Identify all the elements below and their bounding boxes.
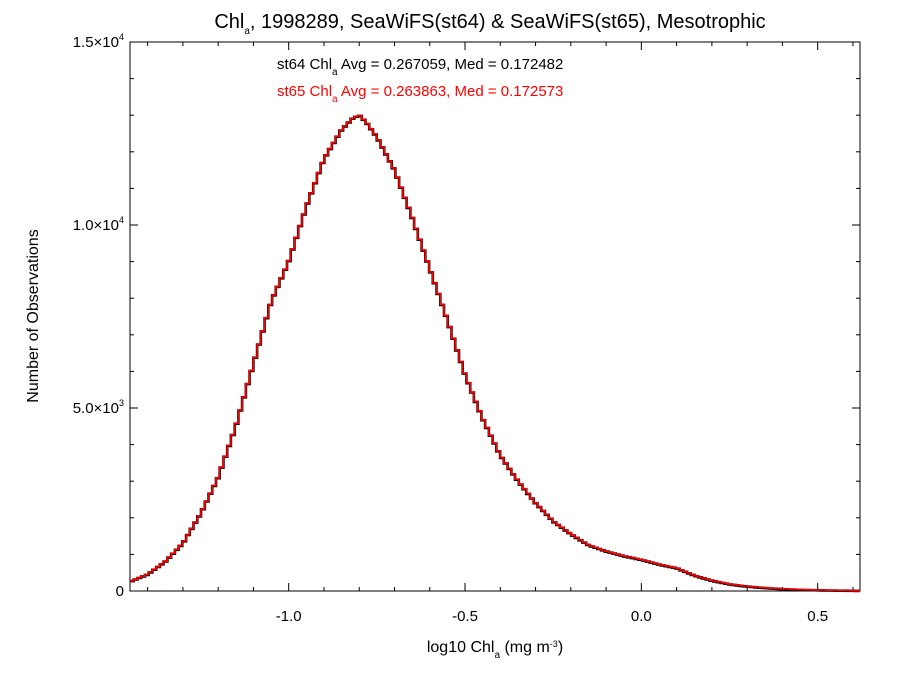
chart-title: Chla, 1998289, SeaWiFS(st64) & SeaWiFS(s… (214, 11, 765, 37)
plot-frame (129, 41, 861, 592)
series-layer (130, 114, 861, 593)
x-tick-label-3: 0.5 (807, 608, 828, 625)
annotation-st65: st65 Chla Avg = 0.263863, Med = 0.172573 (277, 83, 563, 105)
y-axis-label: Number of Observations (25, 229, 42, 402)
y-tick-label-2: 1.0×104 (73, 215, 124, 234)
x-tick-label-0: -1.0 (276, 608, 302, 625)
annotation-st64: st64 Chla Avg = 0.267059, Med = 0.172482 (277, 56, 563, 78)
y-tick-label-0: 0 (116, 583, 124, 600)
x-tick-label-1: -0.5 (452, 608, 478, 625)
series-line-1 (130, 114, 860, 592)
y-tick-label-1: 5.0×103 (73, 398, 124, 417)
y-tick-label-3: 1.5×104 (73, 32, 124, 51)
x-tick-label-2: 0.0 (631, 608, 652, 625)
x-axis-label: log10 Chla (mg m-3) (427, 639, 563, 661)
